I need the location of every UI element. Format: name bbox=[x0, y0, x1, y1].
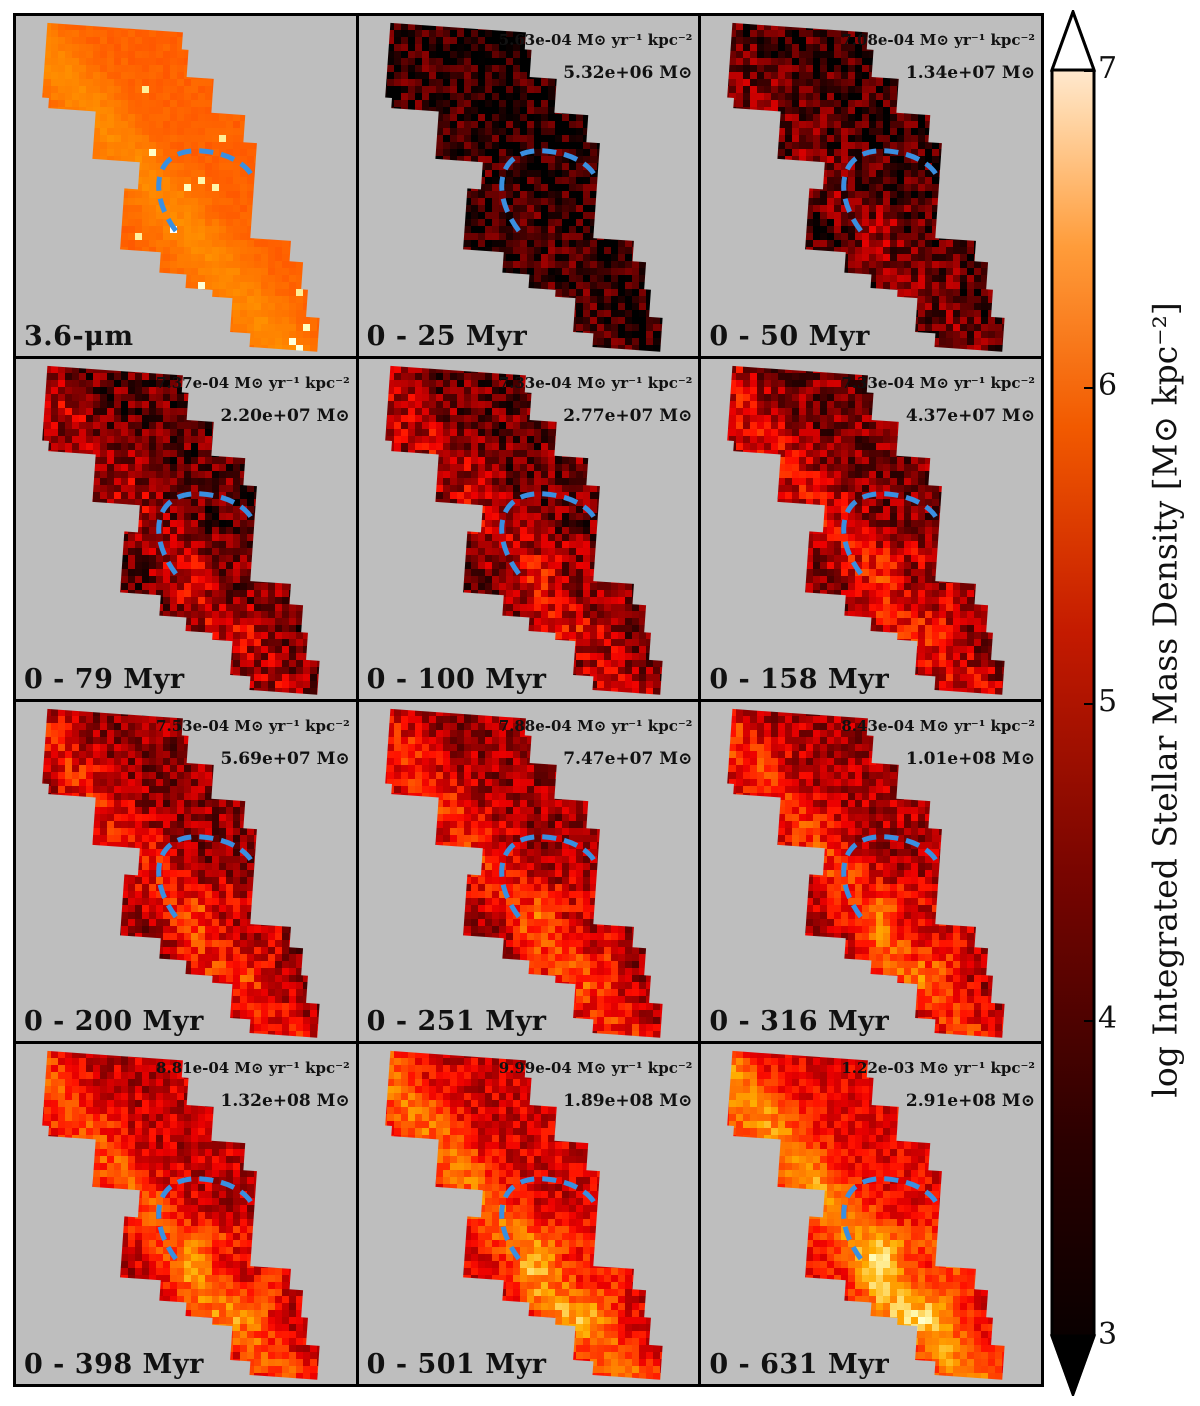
stellar-mass-label: 1.34e+07 M⊙ bbox=[906, 63, 1035, 83]
colorbar-tick-mark bbox=[1084, 1336, 1094, 1338]
stellar-mass-label: 5.69e+07 M⊙ bbox=[221, 749, 350, 769]
dashed-contour bbox=[841, 833, 939, 918]
age-range-label: 0 - 79 Myr bbox=[24, 664, 185, 695]
dashed-contour bbox=[841, 1176, 939, 1261]
dashed-contour bbox=[156, 1176, 253, 1261]
age-range-label: 0 - 50 Myr bbox=[709, 321, 870, 352]
dashed-contour bbox=[498, 833, 596, 918]
age-range-label: 0 - 100 Myr bbox=[367, 664, 547, 695]
map-panel: 8.43e-04 M⊙ yr⁻¹ kpc⁻² 1.01e+08 M⊙ 0 - 316… bbox=[701, 701, 1041, 1042]
colorbar bbox=[1049, 10, 1097, 1396]
density-map bbox=[727, 708, 1005, 1038]
density-map bbox=[42, 708, 320, 1038]
map-panel: 8.81e-04 M⊙ yr⁻¹ kpc⁻² 1.32e+08 M⊙ 0 - 398… bbox=[16, 1044, 356, 1384]
colorbar-tick-label: 5 bbox=[1098, 684, 1117, 719]
density-map bbox=[384, 708, 663, 1038]
dashed-contour bbox=[498, 148, 596, 233]
stellar-mass-label: 4.37e+07 M⊙ bbox=[906, 406, 1035, 426]
map-panel: 7.53e-04 M⊙ yr⁻¹ kpc⁻² 5.69e+07 M⊙ 0 - 200… bbox=[16, 701, 356, 1042]
age-range-label: 3.6-μm bbox=[24, 321, 134, 352]
density-map bbox=[727, 365, 1005, 695]
sfr-density-label: 1.22e-03 M⊙ yr⁻¹ kpc⁻² bbox=[841, 1059, 1035, 1077]
sfr-density-label: 7.08e-04 M⊙ yr⁻¹ kpc⁻² bbox=[841, 31, 1035, 49]
sfr-density-label: 7.33e-04 M⊙ yr⁻¹ kpc⁻² bbox=[499, 374, 693, 392]
colorbar-tick-label: 7 bbox=[1098, 51, 1117, 86]
density-map bbox=[42, 365, 320, 695]
map-panel: 7.37e-04 M⊙ yr⁻¹ kpc⁻² 2.20e+07 M⊙ 0 - 79 … bbox=[16, 358, 356, 699]
stellar-mass-label: 1.01e+08 M⊙ bbox=[906, 749, 1035, 769]
age-range-label: 0 - 316 Myr bbox=[709, 1006, 889, 1037]
stellar-mass-label: 2.77e+07 M⊙ bbox=[563, 406, 692, 426]
dashed-contour bbox=[156, 148, 253, 233]
density-map bbox=[384, 1051, 663, 1380]
colorbar-tick-mark bbox=[1084, 386, 1094, 389]
map-panel: 5.63e-04 M⊙ yr⁻¹ kpc⁻² 5.32e+06 M⊙ 0 - 25 … bbox=[358, 16, 699, 356]
density-map bbox=[384, 22, 663, 352]
colorbar-tick-mark bbox=[1084, 70, 1094, 72]
age-range-label: 0 - 25 Myr bbox=[367, 321, 528, 352]
density-map bbox=[42, 1051, 320, 1380]
colorbar-tick-label: 4 bbox=[1098, 1001, 1117, 1036]
stellar-mass-label: 1.32e+08 M⊙ bbox=[221, 1091, 350, 1111]
sfr-density-label: 8.81e-04 M⊙ yr⁻¹ kpc⁻² bbox=[156, 1059, 350, 1077]
map-panel: 3.6-μm bbox=[16, 16, 356, 356]
colorbar-tick-label: 6 bbox=[1098, 368, 1117, 403]
density-map bbox=[384, 365, 663, 695]
colorbar-bottom-extend bbox=[1049, 1334, 1097, 1396]
density-map bbox=[727, 22, 1005, 352]
colorbar-label-wrap: log Integrated Stellar Mass Density [M⊙ … bbox=[1140, 120, 1190, 1280]
colorbar-tick-mark bbox=[1084, 1019, 1094, 1022]
sfr-density-label: 5.63e-04 M⊙ yr⁻¹ kpc⁻² bbox=[499, 31, 693, 49]
density-map bbox=[42, 22, 320, 352]
age-range-label: 0 - 501 Myr bbox=[367, 1349, 547, 1380]
map-panel: 7.08e-04 M⊙ yr⁻¹ kpc⁻² 1.34e+07 M⊙ 0 - 50 … bbox=[701, 16, 1041, 356]
sfr-density-label: 7.37e-04 M⊙ yr⁻¹ kpc⁻² bbox=[156, 374, 350, 392]
age-range-label: 0 - 200 Myr bbox=[24, 1006, 204, 1037]
stellar-mass-label: 2.20e+07 M⊙ bbox=[221, 406, 350, 426]
sfr-density-label: 7.53e-04 M⊙ yr⁻¹ kpc⁻² bbox=[156, 717, 350, 735]
sfr-density-label: 7.33e-04 M⊙ yr⁻¹ kpc⁻² bbox=[841, 374, 1035, 392]
density-map bbox=[727, 1051, 1005, 1380]
map-panel: 7.88e-04 M⊙ yr⁻¹ kpc⁻² 7.47e+07 M⊙ 0 - 251… bbox=[358, 701, 699, 1042]
age-range-label: 0 - 251 Myr bbox=[367, 1006, 547, 1037]
age-range-label: 0 - 631 Myr bbox=[709, 1349, 889, 1380]
map-panel: 9.99e-04 M⊙ yr⁻¹ kpc⁻² 1.89e+08 M⊙ 0 - 501… bbox=[358, 1044, 699, 1384]
dashed-contour bbox=[498, 1176, 596, 1261]
dashed-contour bbox=[156, 491, 253, 576]
dashed-contour bbox=[841, 491, 939, 576]
stellar-mass-label: 2.91e+08 M⊙ bbox=[906, 1091, 1035, 1111]
dashed-contour bbox=[841, 148, 939, 233]
stellar-mass-label: 1.89e+08 M⊙ bbox=[563, 1091, 692, 1111]
sfr-density-label: 8.43e-04 M⊙ yr⁻¹ kpc⁻² bbox=[841, 717, 1035, 735]
sfr-density-label: 7.88e-04 M⊙ yr⁻¹ kpc⁻² bbox=[499, 717, 693, 735]
dashed-contour bbox=[498, 491, 596, 576]
stellar-mass-label: 5.32e+06 M⊙ bbox=[563, 63, 692, 83]
colorbar-label: log Integrated Stellar Mass Density [M⊙ … bbox=[1146, 302, 1185, 1097]
map-panel: 7.33e-04 M⊙ yr⁻¹ kpc⁻² 2.77e+07 M⊙ 0 - 100… bbox=[358, 358, 699, 699]
colorbar-tick-label: 3 bbox=[1098, 1317, 1117, 1352]
panel-grid: 3.6-μm 5.63e-04 M⊙ yr⁻¹ kpc⁻² 5.32e+06 M⊙ 0… bbox=[13, 13, 1044, 1387]
sfr-density-label: 9.99e-04 M⊙ yr⁻¹ kpc⁻² bbox=[499, 1059, 693, 1077]
map-panel: 1.22e-03 M⊙ yr⁻¹ kpc⁻² 2.91e+08 M⊙ 0 - 631… bbox=[701, 1044, 1041, 1384]
age-range-label: 0 - 158 Myr bbox=[709, 664, 889, 695]
colorbar-tick-mark bbox=[1084, 703, 1094, 705]
dashed-contour bbox=[156, 833, 253, 918]
map-panel: 7.33e-04 M⊙ yr⁻¹ kpc⁻² 4.37e+07 M⊙ 0 - 158… bbox=[701, 358, 1041, 699]
age-range-label: 0 - 398 Myr bbox=[24, 1349, 204, 1380]
stellar-mass-label: 7.47e+07 M⊙ bbox=[563, 749, 692, 769]
colorbar-top-extend bbox=[1049, 10, 1097, 72]
